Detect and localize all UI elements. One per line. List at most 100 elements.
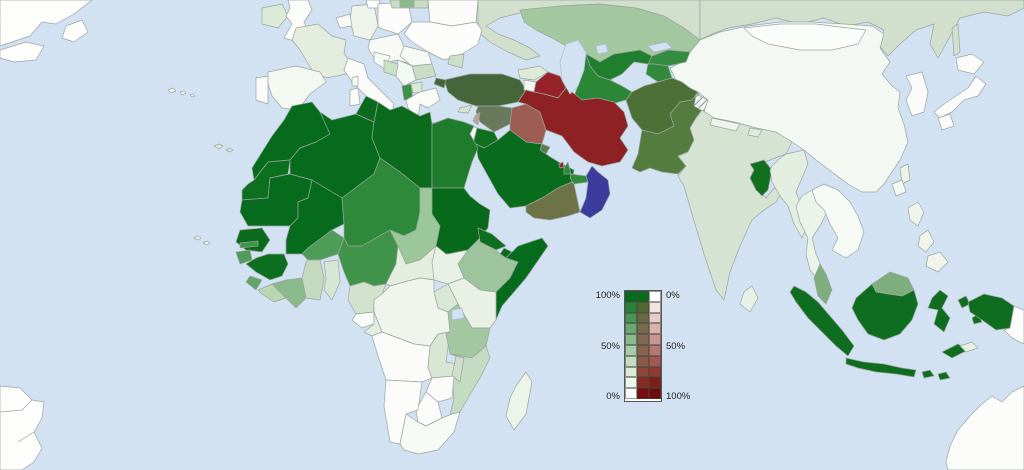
country-lebanon (472, 111, 481, 126)
legend-cell-2-right (649, 312, 661, 324)
country-ireland (261, 3, 289, 29)
country-iran (517, 87, 629, 167)
country-australia (945, 385, 1024, 470)
country-benelux (335, 13, 353, 29)
country-philippines (907, 201, 949, 273)
country-bosnia (383, 59, 399, 77)
country-india (677, 109, 793, 301)
legend-cell-1-left (625, 301, 637, 313)
country-newfoundland (61, 19, 89, 43)
country-indochina (811, 183, 865, 259)
country-java (845, 357, 917, 378)
country-madagascar (505, 371, 533, 431)
country-crimea (447, 53, 465, 69)
legend-cell-2-mid (637, 312, 649, 324)
legend-cell-9-right (649, 388, 661, 399)
country-papua-new-guinea (1003, 305, 1024, 345)
country-corsica (351, 75, 359, 87)
legend-cell-0-left (625, 291, 637, 302)
country-borneo-indonesia (851, 283, 919, 341)
country-ukraine (403, 21, 483, 61)
legend-cell-1-right (649, 301, 661, 313)
legend-cell-6-mid (637, 355, 649, 367)
legend-cell-4-mid (637, 334, 649, 345)
legend-cell-8-left (625, 377, 637, 389)
country-sulawesi (927, 289, 951, 333)
legend-cell-9-left (625, 388, 637, 399)
legend-right-labels: 0% 50% 100% (666, 290, 696, 402)
country-sardinia (349, 87, 361, 107)
country-gambia (239, 240, 259, 249)
country-syria (475, 105, 513, 133)
legend-cell-8-mid (637, 377, 649, 389)
legend-cell-9-mid (637, 388, 649, 399)
country-russia-east (699, 0, 1024, 59)
country-guinea (245, 253, 289, 281)
country-south-africa (399, 411, 461, 455)
country-sumatra (789, 285, 855, 357)
country-portugal (255, 75, 269, 105)
country-congo (363, 311, 383, 337)
country-nova-scotia (0, 41, 45, 63)
country-aral-sea (595, 43, 609, 55)
legend-cell-0-mid (637, 291, 649, 302)
country-cape-verde (193, 235, 211, 246)
country-south-sudan (431, 245, 469, 285)
legend-label-left-0: 0% (606, 391, 620, 402)
country-ghana (301, 259, 325, 301)
legend-cell-4-left (625, 334, 637, 345)
country-gabon (351, 311, 375, 329)
legend-cell-6-left (625, 355, 637, 367)
country-japan-hokkaido (955, 53, 985, 75)
legend-cell-3-right (649, 323, 661, 335)
country-cyprus (457, 104, 473, 114)
country-canary-islands (213, 143, 234, 153)
legend-cell-4-right (649, 334, 661, 345)
country-liberia (257, 283, 287, 303)
country-somalia (495, 237, 549, 321)
country-azores (167, 87, 196, 98)
country-bahrain (558, 161, 565, 169)
country-north-america (0, 0, 93, 47)
legend-label-right-100: 100% (666, 391, 691, 402)
country-spain (267, 65, 327, 111)
legend-cell-5-left (625, 344, 637, 356)
country-sa-borders (0, 399, 35, 443)
country-belarus (427, 0, 479, 27)
country-nepal (709, 117, 741, 132)
legend: 100% 50% 0% 0% 50% 100% (594, 290, 696, 402)
legend-cell-5-mid (637, 344, 649, 356)
country-oman (579, 165, 611, 219)
country-yemen (525, 181, 581, 221)
legend-label-right-50: 50% (666, 340, 686, 352)
country-zimbabwe (425, 375, 455, 403)
country-japan-kyushu (937, 113, 955, 131)
country-taiwan (899, 163, 911, 185)
country-uae (569, 173, 589, 185)
legend-label-left-50: 50% (600, 340, 620, 352)
country-lithuania (399, 0, 415, 8)
legend-cell-6-right (649, 355, 661, 367)
legend-cell-7-mid (637, 366, 649, 378)
country-malaysia-peninsula (813, 263, 833, 305)
country-sierra-leone (245, 275, 263, 291)
legend-label-left-100: 100% (595, 290, 620, 301)
legend-cell-7-right (649, 366, 661, 378)
country-caspian-sea (559, 39, 587, 95)
country-macedonia (410, 81, 423, 94)
country-turkey-europe (433, 77, 447, 89)
country-sri-lanka (739, 285, 759, 313)
legend-cell-5-right (649, 344, 661, 356)
country-bhutan (747, 127, 763, 138)
country-georgia (517, 65, 549, 81)
country-mongolia (743, 23, 867, 51)
country-east-timor (959, 341, 979, 353)
legend-cell-7-left (625, 366, 637, 378)
country-lesser-sunda (921, 369, 951, 381)
country-korea (905, 71, 929, 117)
legend-cell-3-mid (637, 323, 649, 335)
legend-cell-8-right (649, 377, 661, 389)
legend-color-grid (624, 290, 662, 402)
